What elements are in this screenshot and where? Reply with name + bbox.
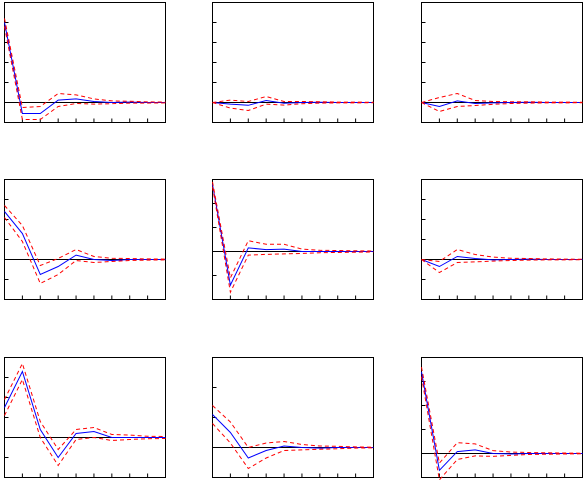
chart-panel-row1-col1 (4, 2, 166, 123)
chart-panel-row2-col3 (421, 179, 583, 300)
lower-band-line (4, 378, 166, 467)
chart-panel-row3-col2 (212, 357, 374, 478)
chart-panel-row3-col3 (421, 357, 583, 480)
upper-band-line (212, 405, 374, 449)
plot-frame (212, 357, 374, 478)
upper-band-line (421, 248, 583, 263)
chart-panel-row1-col3 (421, 2, 583, 123)
chart-panel-row1-col2 (212, 2, 374, 123)
lower-band-line (212, 423, 374, 470)
response-line (212, 414, 374, 459)
plot-frame (4, 179, 166, 300)
response-line (4, 211, 166, 276)
lower-band-line (421, 102, 583, 113)
plot-frame (421, 179, 583, 300)
lower-band-line (4, 26, 166, 120)
lower-band-line (421, 259, 583, 274)
upper-band-line (212, 95, 374, 103)
upper-band-line (421, 367, 583, 465)
plot-frame (4, 2, 166, 123)
response-line (4, 22, 166, 114)
lower-band-line (212, 186, 374, 294)
upper-band-line (212, 181, 374, 280)
lower-band-line (212, 102, 374, 112)
chart-panel-row2-col2 (212, 179, 374, 300)
plot-frame (421, 357, 583, 478)
lower-band-line (421, 376, 583, 480)
plot-frame (212, 179, 374, 300)
chart-panel-row2-col1 (4, 179, 166, 300)
upper-band-line (4, 205, 166, 267)
upper-band-line (4, 362, 166, 451)
plot-frame (4, 357, 166, 478)
chart-panel-row3-col1 (4, 357, 166, 478)
response-line (212, 184, 374, 287)
upper-band-line (421, 92, 583, 103)
response-line (4, 370, 166, 459)
response-line (421, 371, 583, 472)
upper-band-line (4, 18, 166, 109)
lower-band-line (4, 217, 166, 285)
